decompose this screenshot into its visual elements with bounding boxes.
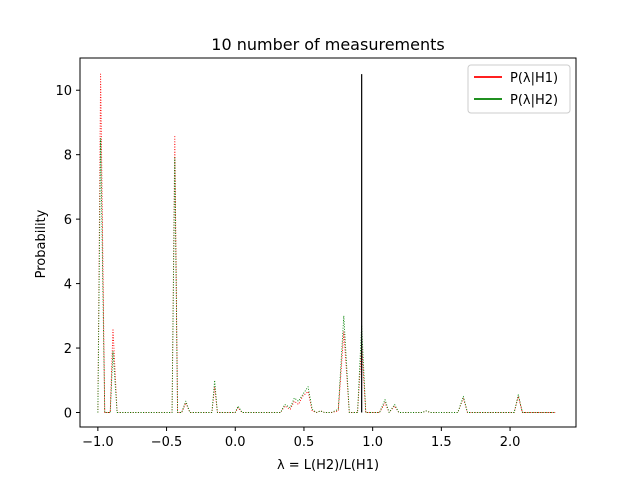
plot-area: −1.0 −0.5 0.0 0.5 1.0 1.5 2.0 0 2 4 6 8 10 xyxy=(55,57,577,450)
y-tick-label: 8 xyxy=(64,149,72,164)
legend: P(λ|H1) P(λ|H2) xyxy=(467,64,571,114)
x-tick-label: 1.0 xyxy=(362,435,383,450)
x-tick-label: −1.0 xyxy=(82,435,114,450)
y-tick-label: 6 xyxy=(64,213,72,228)
x-tick-label: 0.0 xyxy=(225,435,246,450)
chart-title: 10 number of measurements xyxy=(211,35,444,54)
y-tick-label: 2 xyxy=(64,342,72,357)
y-axis-label: Probability xyxy=(34,209,49,278)
y-tick-label: 0 xyxy=(64,406,72,421)
x-axis-label: λ = L(H2)/L(H1) xyxy=(277,458,379,473)
x-tick-label: 1.5 xyxy=(431,435,452,450)
legend-label-1: P(λ|H1) xyxy=(510,71,558,86)
y-tick-label: 4 xyxy=(64,278,72,293)
legend-label-2: P(λ|H2) xyxy=(510,93,558,108)
x-tick-label: 2.0 xyxy=(500,435,521,450)
x-tick-label: −0.5 xyxy=(151,435,183,450)
y-tick-label: 10 xyxy=(55,84,72,99)
x-tick-label: 0.5 xyxy=(294,435,315,450)
axes-frame xyxy=(79,57,577,428)
